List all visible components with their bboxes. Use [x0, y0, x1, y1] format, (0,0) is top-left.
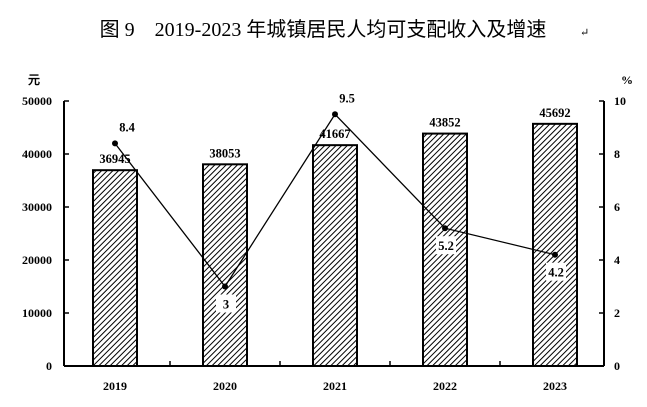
growth-value-label: 3 — [223, 298, 229, 312]
x-tick-label: 2020 — [213, 379, 237, 393]
left-tick-label: 0 — [46, 359, 52, 373]
x-tick-label: 2019 — [103, 379, 127, 393]
growth-point — [332, 111, 338, 118]
growth-value-label: 4.2 — [548, 266, 564, 280]
bar-value-label: 41667 — [319, 127, 350, 141]
bar — [92, 169, 138, 367]
growth-point — [222, 283, 228, 290]
x-tick-label: 2023 — [543, 379, 567, 393]
right-tick-label: 8 — [614, 147, 620, 161]
chart-title: 图 9 2019-2023 年城镇居民人均可支配收入及增速 — [100, 18, 547, 41]
x-tick-label: 2021 — [323, 379, 347, 393]
bar-value-label: 43852 — [429, 116, 460, 130]
left-tick-label: 50000 — [22, 94, 52, 108]
right-tick-label: 2 — [614, 306, 620, 320]
right-tick-label: 10 — [614, 94, 626, 108]
x-tick-label: 2022 — [433, 379, 457, 393]
left-tick-label: 20000 — [22, 253, 52, 267]
paragraph-mark: ↵ — [580, 27, 589, 39]
growth-point — [112, 140, 118, 147]
bar-value-label: 45692 — [539, 106, 570, 120]
bar-value-label: 38053 — [209, 146, 240, 160]
left-tick-label: 10000 — [22, 306, 52, 320]
growth-value-label: 9.5 — [339, 91, 355, 105]
bar-value-label: 36945 — [99, 152, 130, 166]
left-tick-label: 30000 — [22, 200, 52, 214]
growth-label-box — [216, 294, 236, 313]
growth-label-box — [546, 262, 566, 281]
growth-point — [442, 225, 448, 232]
left-tick-label: 40000 — [22, 147, 52, 161]
growth-point — [552, 251, 558, 258]
bar — [532, 122, 578, 367]
growth-label-box — [436, 236, 456, 255]
right-tick-label: 0 — [614, 359, 620, 373]
growth-value-label: 8.4 — [119, 120, 135, 134]
bar — [312, 144, 358, 367]
growth-value-label: 5.2 — [438, 239, 454, 253]
right-tick-label: 6 — [614, 200, 620, 214]
right-tick-label: 4 — [614, 253, 620, 267]
bar — [202, 163, 248, 367]
right-axis-unit: % — [621, 73, 633, 87]
left-axis-unit: 元 — [28, 73, 40, 87]
